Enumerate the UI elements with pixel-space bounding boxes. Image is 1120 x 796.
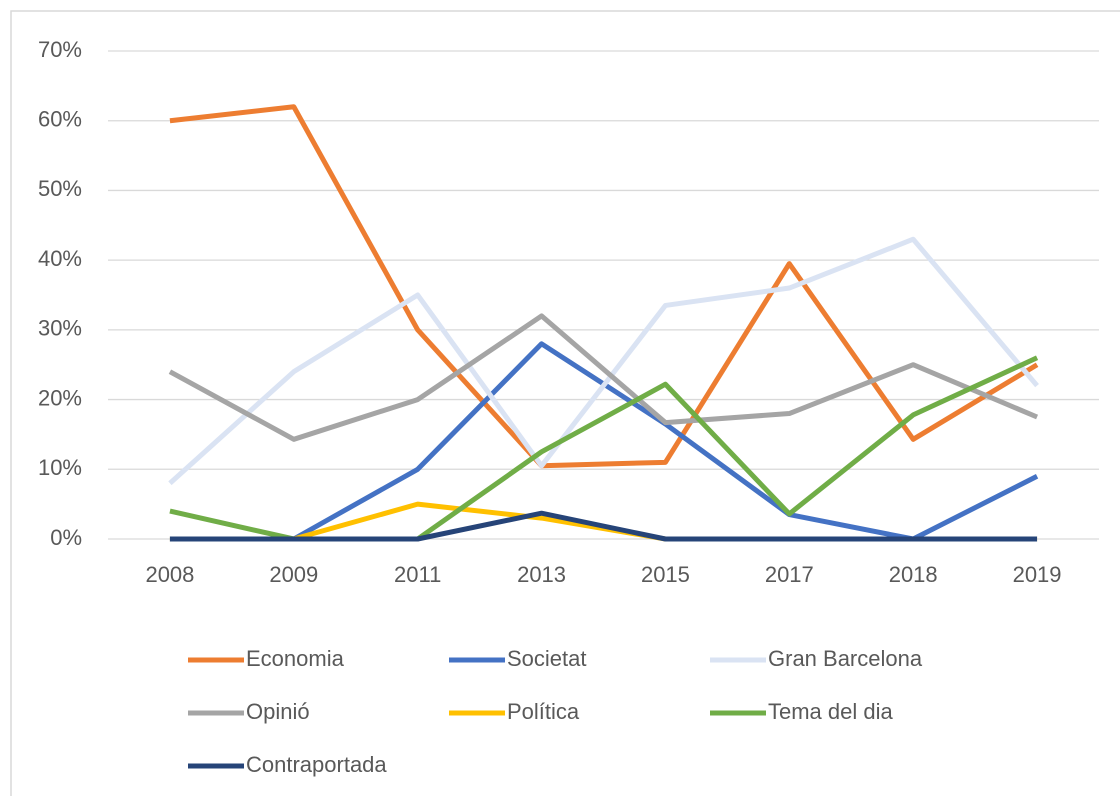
y-tick-label: 20% (38, 385, 82, 410)
x-tick-label: 2015 (641, 562, 690, 587)
x-tick-label: 2009 (269, 562, 318, 587)
series-line (168, 313, 1039, 442)
legend-label: Política (507, 699, 580, 724)
x-tick-label: 2019 (1013, 562, 1062, 587)
y-tick-label: 30% (38, 316, 82, 341)
series-line (168, 236, 1039, 486)
y-tick-label: 0% (50, 525, 82, 550)
y-tick-label: 70% (38, 37, 82, 62)
x-tick-label: 2011 (394, 562, 441, 587)
series-line (169, 341, 1039, 542)
x-tick-label: 2013 (517, 562, 566, 587)
y-tick-label: 40% (38, 246, 82, 271)
y-tick-label: 60% (38, 107, 82, 132)
legend-label: Tema del dia (768, 699, 894, 724)
x-tick-label: 2008 (145, 562, 194, 587)
x-tick-label: 2017 (765, 562, 814, 587)
legend-label: Economia (246, 646, 345, 671)
x-tick-label: 2018 (889, 562, 938, 587)
y-tick-label: 10% (38, 455, 82, 480)
series-line (169, 104, 1039, 469)
chart-frame (10, 10, 1120, 796)
legend-label: Contraportada (246, 752, 387, 777)
y-tick-label: 50% (38, 176, 82, 201)
legend-label: Societat (507, 646, 587, 671)
legend-label: Gran Barcelona (768, 646, 923, 671)
legend-label: Opinió (246, 699, 310, 724)
series-line (169, 510, 1038, 542)
